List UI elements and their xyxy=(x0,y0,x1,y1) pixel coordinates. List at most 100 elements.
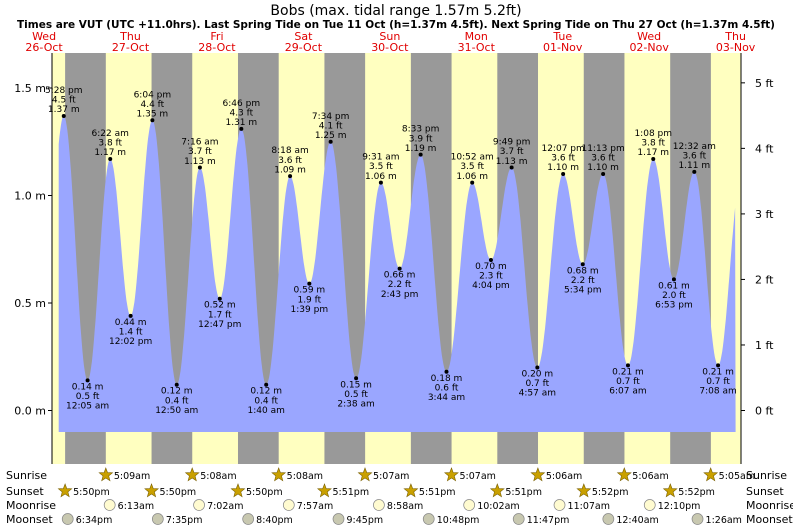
low-tide-point xyxy=(671,277,676,282)
high-tide-height-ft: 3.6 ft xyxy=(278,156,302,166)
sunset-label-left: Sunset xyxy=(6,485,44,498)
high-tide-time: 6:22 am xyxy=(92,129,129,139)
high-tide-height-m: 1.11 m xyxy=(678,161,710,171)
day-date-label: 31-Oct xyxy=(458,41,496,54)
sunrise-icon xyxy=(616,467,632,482)
right-tick-label: 4 ft xyxy=(755,142,774,155)
high-tide-point xyxy=(61,113,66,118)
sunset-time: 5:51pm xyxy=(505,487,542,498)
moonset-icon xyxy=(151,513,164,525)
low-tide-time: 5:34 pm xyxy=(564,286,602,296)
moonrise-time: 7:57am xyxy=(297,501,333,512)
high-tide-point xyxy=(150,118,155,123)
low-tide-time: 12:50 am xyxy=(155,406,198,416)
sunrise-time: 5:07am xyxy=(373,471,409,482)
high-tide-height-ft: 3.9 ft xyxy=(409,134,433,144)
moonrise-icon xyxy=(282,499,295,511)
left-tick-label: 1.5 m xyxy=(14,82,46,95)
axes: 1.5 m 1.0 m 0.5 m 0.0 m 5 ft 4 ft 3 ft 2 ft 1 ft… xyxy=(14,53,774,464)
high-tide-time: 1:08 pm xyxy=(634,129,672,139)
sunrise-time: 5:07am xyxy=(459,471,495,482)
high-tide-height-ft: 3.5 ft xyxy=(369,162,393,172)
sunset-time: 5:51pm xyxy=(419,487,456,498)
low-tide-height-ft: 0.5 ft xyxy=(76,392,100,402)
low-tide-point xyxy=(535,365,540,370)
sunset-time: 5:52pm xyxy=(592,487,629,498)
day-date-label: 03-Nov xyxy=(716,41,756,54)
low-tide-height-m: 0.66 m xyxy=(384,271,416,281)
day-date-label: 28-Oct xyxy=(198,41,236,54)
high-tide-height-ft: 3.7 ft xyxy=(188,147,212,157)
low-tide-point xyxy=(128,313,133,318)
chart-title: Bobs (max. tidal range 1.57m 5.2ft) xyxy=(270,3,521,19)
high-tide-height-ft: 3.5 ft xyxy=(460,162,484,172)
high-tide-height-ft: 3.6 ft xyxy=(551,154,575,164)
low-tide-height-ft: 0.7 ft xyxy=(616,377,640,387)
moonrise-label-left: Moonrise xyxy=(6,499,56,512)
right-tick-label: 0 ft xyxy=(755,405,774,418)
low-tide-point xyxy=(264,382,269,387)
sunrise-icon xyxy=(703,467,719,482)
high-tide-time: 9:49 pm xyxy=(493,138,531,148)
high-tide-point xyxy=(328,139,333,144)
low-tide-height-ft: 1.4 ft xyxy=(119,328,143,338)
low-tide-time: 3:44 am xyxy=(428,393,465,403)
low-tide-height-m: 0.20 m xyxy=(521,370,553,380)
high-tide-height-ft: 4.3 ft xyxy=(229,108,253,118)
low-tide-height-m: 0.14 m xyxy=(72,382,104,392)
low-tide-point xyxy=(217,296,222,301)
high-tide-height-ft: 4.5 ft xyxy=(52,96,76,106)
low-tide-time: 7:08 am xyxy=(699,387,736,397)
moonset-icon xyxy=(691,513,704,525)
moonset-time: 6:34pm xyxy=(76,515,113,525)
sunset-label-right: Sunset xyxy=(746,485,784,498)
day-name-label: Thu xyxy=(119,30,141,43)
right-tick-label: 2 ft xyxy=(755,273,774,286)
day-date-label: 26-Oct xyxy=(25,41,63,54)
moonset-icon xyxy=(61,513,74,525)
sunrise-time: 5:06am xyxy=(632,471,668,482)
low-tide-time: 1:40 am xyxy=(248,406,285,416)
high-tide-height-m: 1.13 m xyxy=(496,157,528,167)
day-date-label: 02-Nov xyxy=(629,41,669,54)
day-name-label: Wed xyxy=(32,30,56,43)
low-tide-time: 2:38 am xyxy=(337,399,374,409)
sunset-icon xyxy=(230,483,246,498)
low-tide-height-m: 0.70 m xyxy=(475,262,507,272)
high-tide-height-ft: 4.1 ft xyxy=(319,121,343,131)
day-name-label: Fri xyxy=(210,30,223,43)
low-tide-height-m: 0.68 m xyxy=(567,266,599,276)
moonset-time: 8:40pm xyxy=(256,515,293,525)
high-tide-height-ft: 3.6 ft xyxy=(591,154,615,164)
high-tide-point xyxy=(470,180,475,185)
high-tide-point xyxy=(197,165,202,170)
low-tide-time: 6:53 pm xyxy=(655,301,693,311)
sunset-time: 5:50pm xyxy=(160,487,197,498)
left-tick-label: 1.0 m xyxy=(14,190,46,203)
day-date-label: 27-Oct xyxy=(112,41,150,54)
moonset-icon xyxy=(602,513,615,525)
high-tide-time: 12:32 am xyxy=(673,142,716,152)
high-tide-height-m: 1.17 m xyxy=(637,148,669,158)
low-tide-point xyxy=(716,363,721,368)
low-tide-height-ft: 1.9 ft xyxy=(297,295,321,305)
low-tide-point xyxy=(580,262,585,267)
low-tide-point xyxy=(174,382,179,387)
sunset-time: 5:52pm xyxy=(678,487,715,498)
high-tide-point xyxy=(692,169,697,174)
moonrise-label-right: Moonrise xyxy=(746,499,793,512)
high-tide-time: 11:13 pm xyxy=(581,144,624,154)
high-tide-time: 10:52 am xyxy=(451,153,494,163)
sunset-time: 5:50pm xyxy=(73,487,110,498)
high-tide-point xyxy=(601,172,606,176)
moonrise-icon xyxy=(103,499,116,511)
high-tide-point xyxy=(239,126,244,131)
low-tide-height-m: 0.12 m xyxy=(250,387,282,397)
low-tide-point xyxy=(397,266,402,271)
high-tide-height-m: 1.13 m xyxy=(184,157,216,167)
low-tide-height-ft: 1.7 ft xyxy=(208,310,232,320)
moonset-time: 7:35pm xyxy=(166,515,203,525)
high-tide-time: 5:28 pm xyxy=(45,86,83,96)
